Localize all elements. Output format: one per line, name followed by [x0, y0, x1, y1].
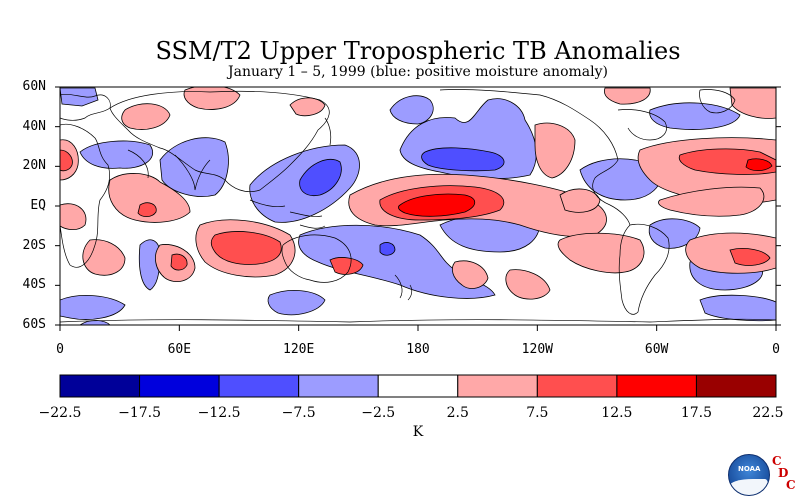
coastline-australia: [281, 234, 352, 283]
anomaly-region: [649, 102, 741, 130]
latitude-label: 20N: [22, 158, 46, 174]
anomaly-region: [137, 202, 157, 218]
colorbar-level-label: −17.5: [118, 405, 161, 421]
coastline-antarctica: [60, 318, 776, 323]
latitude-label: 20S: [22, 237, 46, 253]
longitude-label: 0: [772, 342, 780, 357]
noaa-emblem-text: NOAA: [738, 465, 761, 473]
coastline-greenland: [699, 89, 736, 114]
noaa-emblem-wave: [729, 479, 769, 495]
longitude-label: 120E: [283, 342, 315, 357]
colorbar-swatch: [616, 374, 697, 398]
colorbar-swatch: [457, 374, 538, 398]
longitude-label: 0: [56, 342, 64, 357]
anomaly-region: [379, 242, 396, 256]
longitude-label: 60W: [644, 342, 669, 357]
colorbar-swatch: [377, 374, 459, 398]
coastline-asia: [109, 90, 330, 193]
latitude-label: 40S: [22, 277, 46, 293]
anomaly-region: [604, 87, 651, 105]
latitude-label: 60S: [22, 317, 46, 332]
coastline-africa: [60, 123, 110, 268]
anomaly-region: [60, 149, 73, 172]
axis-ticks: [55, 86, 781, 331]
anomaly-region: [329, 257, 364, 275]
anomaly-region: [398, 193, 476, 217]
extreme-positive-anomaly-regions: [398, 158, 773, 217]
longitude-label: 120W: [521, 342, 553, 357]
anomaly-region: [451, 260, 489, 289]
colorbar: [59, 374, 777, 398]
cdc-letter-d: D: [778, 466, 789, 480]
anomaly-region: [170, 253, 188, 271]
anomaly-region: [289, 97, 326, 117]
anomaly-field: [60, 87, 776, 325]
colorbar-level-label: 17.5: [680, 405, 713, 421]
anomaly-region: [421, 147, 505, 172]
anomaly-region: [267, 290, 326, 316]
colorbar-unit: K: [412, 424, 424, 440]
colorbar-level-label: 22.5: [752, 405, 784, 421]
anomaly-region: [557, 232, 645, 274]
anomaly-region: [138, 239, 161, 291]
anomaly-region: [60, 295, 126, 320]
cdc-letter-c2: C: [786, 478, 796, 492]
coastline-new-zealand: [394, 274, 413, 301]
colorbar-level-label: 12.5: [601, 405, 633, 421]
coastline-arabia-india: [127, 149, 211, 191]
colorbar-swatch: [536, 374, 618, 398]
colorbar-swatch: [139, 374, 220, 398]
colorbar-level-label: −2.5: [361, 405, 396, 421]
anomaly-region: [658, 186, 765, 217]
anomaly-region: [60, 203, 87, 231]
latitude-label: EQ: [30, 198, 46, 213]
coastline-north-america: [439, 89, 631, 226]
anomaly-region: [183, 87, 241, 110]
noaa-cdc-logo: NOAA C D C: [726, 452, 796, 498]
colorbar-level-label: −12.5: [197, 405, 241, 421]
anomaly-region: [729, 248, 771, 266]
coastline-canada-east: [617, 109, 667, 141]
colorbar-level-label: −7.5: [281, 405, 316, 421]
anomaly-region: [210, 231, 282, 265]
colorbar-level-label: 7.5: [526, 405, 549, 421]
map-subtitle: January 1 – 5, 1999 (blue: positive mois…: [228, 64, 608, 80]
colorbar-swatch: [298, 374, 379, 398]
anomaly-region: [505, 269, 551, 300]
anomaly-region: [79, 140, 153, 169]
anomaly-region: [82, 239, 126, 276]
coastline-south-america: [618, 223, 670, 315]
colorbar-swatch: [695, 374, 777, 398]
coastline-japan: [324, 117, 332, 146]
longitude-label: 60E: [167, 342, 192, 357]
latitude-label: 40N: [22, 118, 46, 134]
anomaly-region: [60, 87, 99, 107]
coastlines: [60, 89, 776, 323]
cdc-letter-c: C: [772, 454, 782, 468]
colorbar-swatch: [59, 374, 141, 398]
noaa-emblem: NOAA: [728, 454, 770, 496]
colorbar-swatch: [218, 374, 300, 398]
anomaly-region: [559, 188, 601, 213]
anomaly-region: [389, 95, 434, 125]
longitude-label: 180: [406, 342, 430, 357]
colorbar-level-label: −22.5: [38, 405, 82, 421]
anomaly-region: [745, 158, 773, 172]
strong-negative-anomaly-regions: [299, 147, 505, 256]
coastline-indonesia: [249, 199, 326, 229]
anomaly-region: [159, 137, 229, 197]
anomaly-region: [699, 294, 776, 322]
colorbar-level-label: 2.5: [446, 405, 469, 421]
latitude-label: 60N: [22, 79, 46, 94]
anomaly-region: [534, 122, 576, 179]
anomaly-region: [298, 224, 496, 299]
anomaly-region: [299, 158, 342, 197]
anomaly-region: [121, 103, 171, 130]
map-title: SSM/T2 Upper Tropospheric TB Anomalies: [155, 37, 681, 65]
